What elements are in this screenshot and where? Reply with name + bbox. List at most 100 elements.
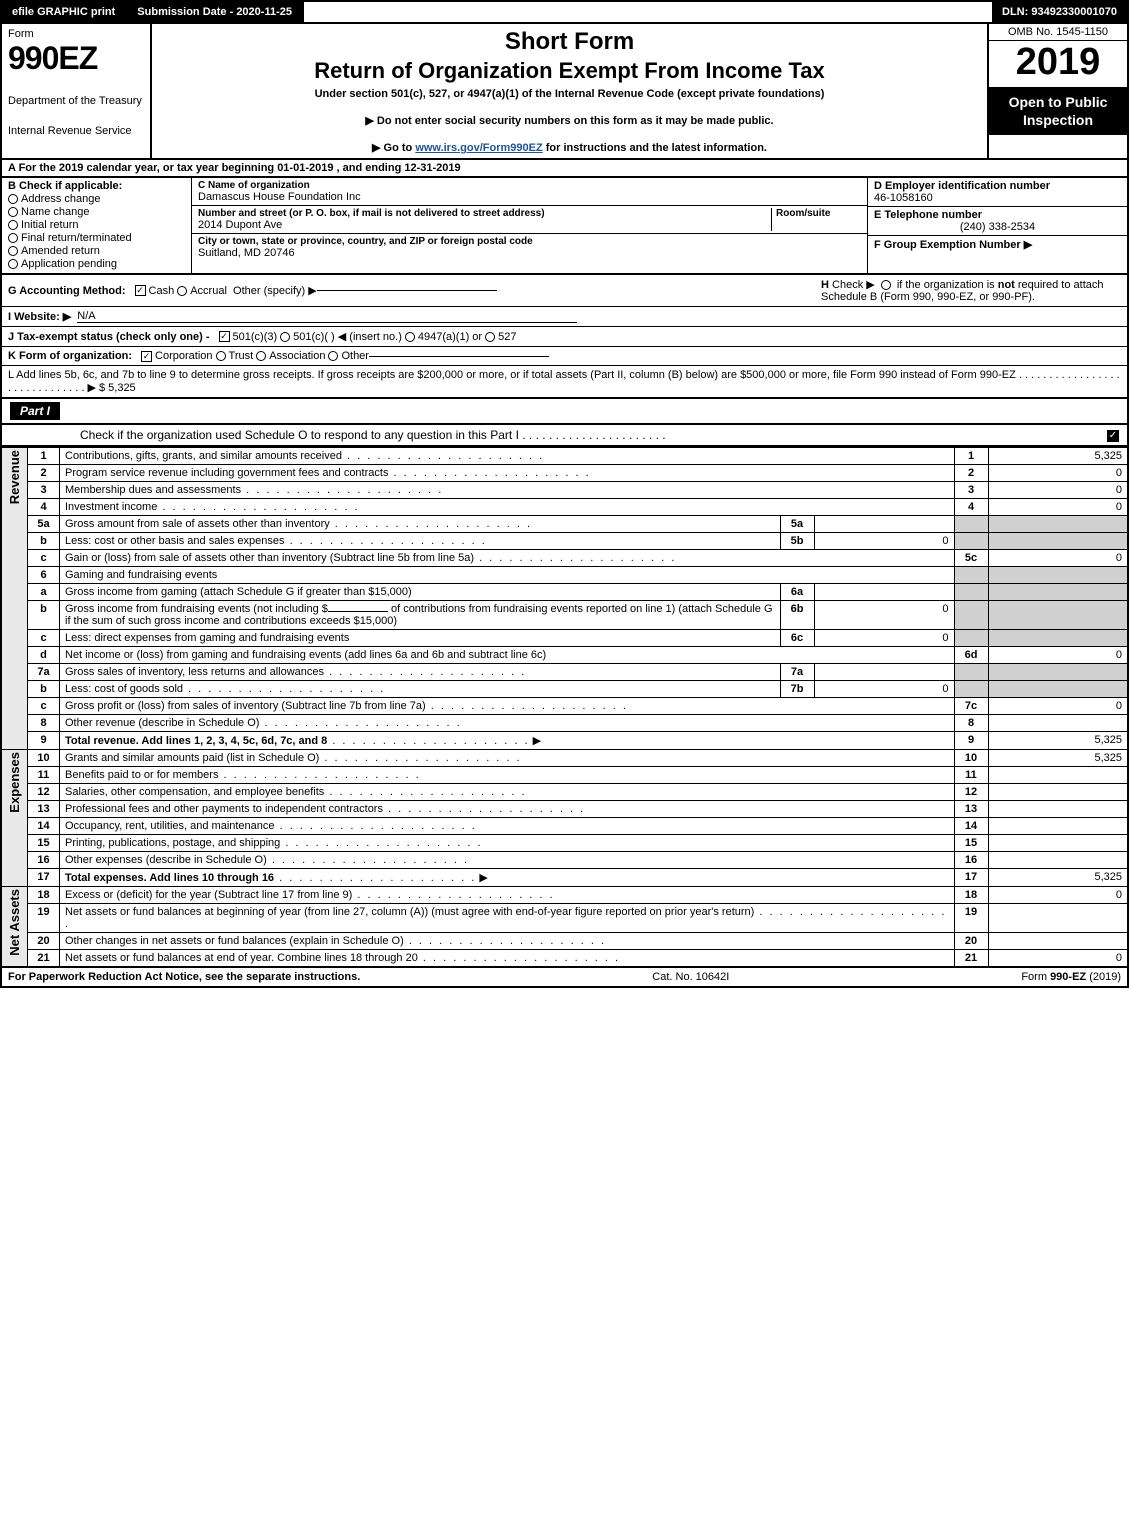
k-corp: Corporation	[155, 350, 212, 362]
instruction-1: ▶ Do not enter social security numbers o…	[160, 114, 979, 127]
header-left: Form 990EZ Department of the Treasury In…	[2, 24, 152, 158]
check-application-pending[interactable]: Application pending	[8, 258, 185, 270]
h-text: H Check ▶ if the organization is not req…	[821, 278, 1121, 303]
city-label: City or town, state or province, country…	[198, 236, 861, 247]
check-name-change[interactable]: Name change	[8, 206, 185, 218]
check-final-return[interactable]: Final return/terminated	[8, 232, 185, 244]
sub-amount	[814, 664, 954, 681]
line-desc: Net assets or fund balances at beginning…	[60, 904, 955, 933]
k-assoc-check[interactable]	[256, 351, 266, 361]
org-name: Damascus House Foundation Inc	[198, 191, 861, 203]
line-amount: 0	[988, 647, 1128, 664]
line-code: 16	[954, 852, 988, 869]
dept-irs: Internal Revenue Service	[8, 125, 144, 137]
j-527-check[interactable]	[485, 332, 495, 342]
k-trust-check[interactable]	[216, 351, 226, 361]
line-code: 8	[954, 715, 988, 732]
table-row: 5a Gross amount from sale of assets othe…	[1, 516, 1128, 533]
j-501c3-check[interactable]	[219, 331, 230, 342]
g-other-field[interactable]	[317, 290, 497, 291]
j-4947: 4947(a)(1) or	[418, 331, 482, 343]
line-desc: Investment income	[60, 499, 955, 516]
line-desc: Benefits paid to or for members	[60, 767, 955, 784]
line-num: c	[28, 550, 60, 567]
shaded-cell	[988, 584, 1128, 601]
line-desc: Grants and similar amounts paid (list in…	[60, 750, 955, 767]
sub-code: 5b	[780, 533, 814, 550]
page-footer: For Paperwork Reduction Act Notice, see …	[0, 968, 1129, 988]
sub-amount	[814, 516, 954, 533]
line-desc: Gross profit or (loss) from sales of inv…	[60, 698, 955, 715]
line-num: 13	[28, 801, 60, 818]
table-row: b Gross income from fundraising events (…	[1, 601, 1128, 630]
form-word: Form	[8, 28, 144, 40]
period-text: A For the 2019 calendar year, or tax yea…	[8, 162, 461, 174]
line-amount: 0	[988, 482, 1128, 499]
line-num: 21	[28, 950, 60, 968]
line-desc: Other revenue (describe in Schedule O)	[60, 715, 955, 732]
line-code: 10	[954, 750, 988, 767]
f-label: F Group Exemption Number ▶	[874, 239, 1032, 251]
line-num: 8	[28, 715, 60, 732]
line-desc: Net assets or fund balances at end of ye…	[60, 950, 955, 968]
line-amount: 5,325	[988, 732, 1128, 750]
line-desc: Program service revenue including govern…	[60, 465, 955, 482]
line-num: a	[28, 584, 60, 601]
line-num: 14	[28, 818, 60, 835]
efile-label[interactable]: efile GRAPHIC print	[2, 2, 127, 22]
line-code: 13	[954, 801, 988, 818]
room-label: Room/suite	[776, 208, 861, 219]
e-label: E Telephone number	[874, 209, 1121, 221]
tax-year: 2019	[989, 41, 1127, 87]
line-code: 18	[954, 887, 988, 904]
check-address-change[interactable]: Address change	[8, 193, 185, 205]
phone-cell: E Telephone number (240) 338-2534	[868, 207, 1127, 236]
part-1-title: Revenue, Expenses, and Changes in Net As…	[76, 404, 631, 418]
line-code: 20	[954, 933, 988, 950]
form-header: Form 990EZ Department of the Treasury In…	[0, 24, 1129, 160]
g-accrual: Accrual	[190, 285, 227, 297]
line-code: 3	[954, 482, 988, 499]
k-other-field[interactable]	[369, 356, 549, 357]
ein-cell: D Employer identification number 46-1058…	[868, 178, 1127, 207]
g-label: G Accounting Method:	[8, 285, 126, 297]
line-desc: Less: cost of goods sold	[60, 681, 781, 698]
contrib-amount-field[interactable]	[328, 611, 388, 612]
k-other-check[interactable]	[328, 351, 338, 361]
line-num: 5a	[28, 516, 60, 533]
line-num: 1	[28, 448, 60, 465]
line-desc: Total revenue. Add lines 1, 2, 3, 4, 5c,…	[60, 732, 955, 750]
check-initial-return[interactable]: Initial return	[8, 219, 185, 231]
g-accrual-check[interactable]	[177, 286, 187, 296]
k-corp-check[interactable]	[141, 351, 152, 362]
table-row: Revenue 1 Contributions, gifts, grants, …	[1, 448, 1128, 465]
h-check[interactable]	[881, 280, 891, 290]
table-row: 12 Salaries, other compensation, and emp…	[1, 784, 1128, 801]
line-code: 11	[954, 767, 988, 784]
j-4947-check[interactable]	[405, 332, 415, 342]
dept-treasury: Department of the Treasury	[8, 95, 144, 107]
j-label: J Tax-exempt status (check only one) -	[8, 331, 210, 343]
line-desc: Gross income from gaming (attach Schedul…	[60, 584, 781, 601]
shaded-cell	[988, 567, 1128, 584]
table-row: 8 Other revenue (describe in Schedule O)…	[1, 715, 1128, 732]
check-amended-return[interactable]: Amended return	[8, 245, 185, 257]
line-code: 5c	[954, 550, 988, 567]
irs-link[interactable]: www.irs.gov/Form990EZ	[415, 142, 542, 154]
table-row: b Less: cost or other basis and sales ex…	[1, 533, 1128, 550]
sub-amount: 0	[814, 681, 954, 698]
part-1-header: Part I Revenue, Expenses, and Changes in…	[0, 399, 1129, 425]
shaded-cell	[954, 533, 988, 550]
line-num: 19	[28, 904, 60, 933]
line-amount: 0	[988, 465, 1128, 482]
k-label: K Form of organization:	[8, 350, 132, 362]
g-cash-check[interactable]	[135, 285, 146, 296]
city-value: Suitland, MD 20746	[198, 247, 861, 259]
dln-label: DLN: 93492330001070	[992, 2, 1127, 22]
k-other: Other	[341, 350, 369, 362]
schedule-o-check-icon[interactable]: ✓	[1107, 430, 1119, 442]
period-row: A For the 2019 calendar year, or tax yea…	[0, 160, 1129, 178]
line-amount: 0	[988, 698, 1128, 715]
j-501c-check[interactable]	[280, 332, 290, 342]
line-desc: Professional fees and other payments to …	[60, 801, 955, 818]
